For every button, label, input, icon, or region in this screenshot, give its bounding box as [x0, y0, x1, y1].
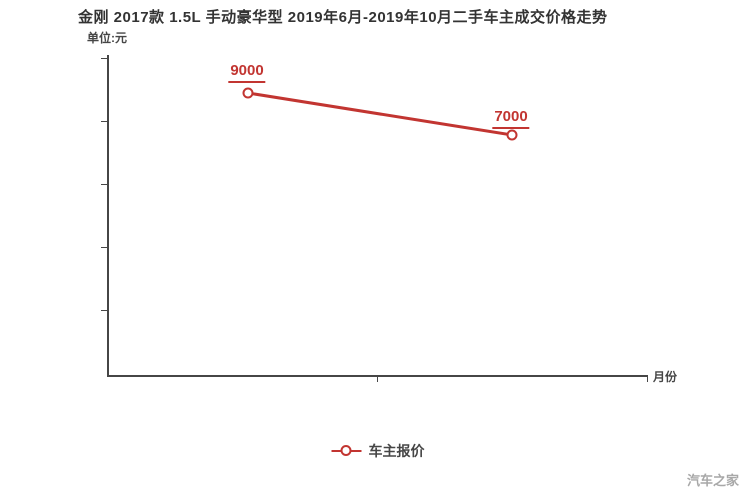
legend-ring-marker-icon: [340, 445, 352, 456]
line-series-legend-icon: [331, 443, 362, 459]
data-point-label-jun: 9000: [228, 62, 266, 83]
x-axis-title: 月份: [653, 370, 678, 384]
x-axis-tick: [377, 377, 378, 382]
y-axis-line: [107, 55, 109, 377]
data-point-marker-oct[interactable]: [506, 129, 518, 141]
y-axis-tick: [101, 247, 107, 248]
y-axis-tick: [101, 310, 107, 311]
y-axis-unit-label: 单位:元: [87, 31, 127, 45]
legend-label: 车主报价: [368, 443, 425, 459]
data-point-marker-jun[interactable]: [242, 87, 254, 99]
x-axis-tick: [647, 377, 648, 382]
legend-item-owner-price[interactable]: 车主报价: [331, 441, 425, 461]
price-trend-line: [247, 91, 513, 137]
y-axis-tick: [101, 121, 107, 122]
x-axis-line: [107, 375, 648, 377]
y-axis-tick: [101, 184, 107, 185]
chart-title: 金刚 2017款 1.5L 手动豪华型 2019年6月-2019年10月二手车主…: [78, 9, 608, 26]
y-axis-tick: [101, 58, 107, 59]
watermark-autohome: 汽车之家: [686, 473, 739, 488]
data-point-label-oct: 7000: [492, 108, 530, 129]
